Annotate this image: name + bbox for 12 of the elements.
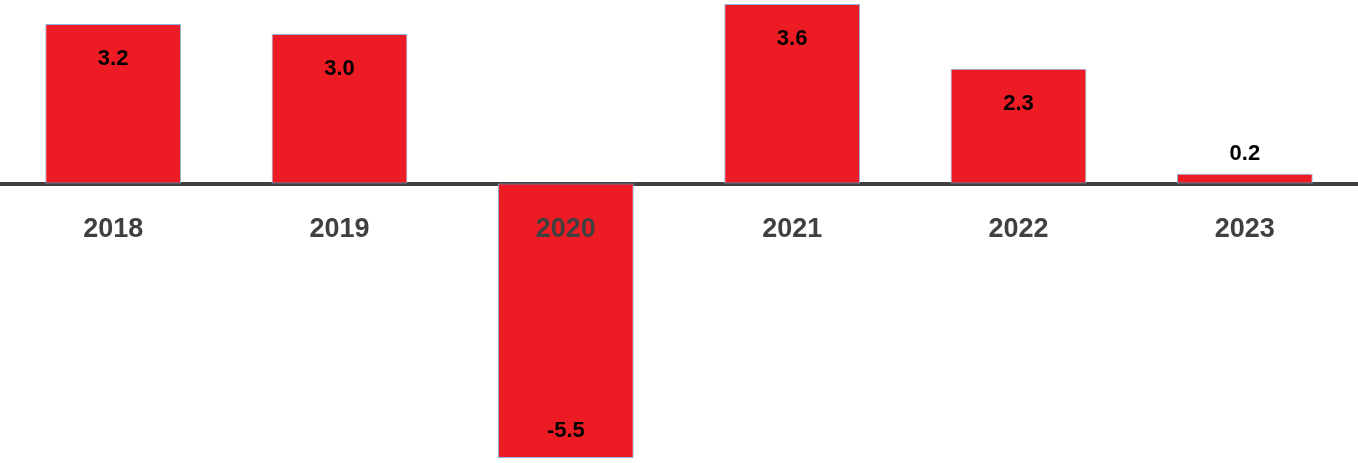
data-label: 3.0 xyxy=(324,55,355,80)
data-label: -5.5 xyxy=(546,417,585,443)
x-tick-label: 2019 xyxy=(309,213,370,244)
data-label: 0.2 xyxy=(1229,139,1261,165)
x-tick-label: 2023 xyxy=(1214,213,1275,244)
x-tick-label: 2022 xyxy=(988,213,1049,244)
data-label: 2.3 xyxy=(1003,89,1034,115)
data-label: 3.6 xyxy=(776,25,808,51)
x-tick-label: 2018 xyxy=(83,213,144,244)
x-tick-label: 2021 xyxy=(762,213,823,244)
x-tick-label: 2020 xyxy=(535,213,596,244)
data-label: 3.2 xyxy=(97,45,129,71)
